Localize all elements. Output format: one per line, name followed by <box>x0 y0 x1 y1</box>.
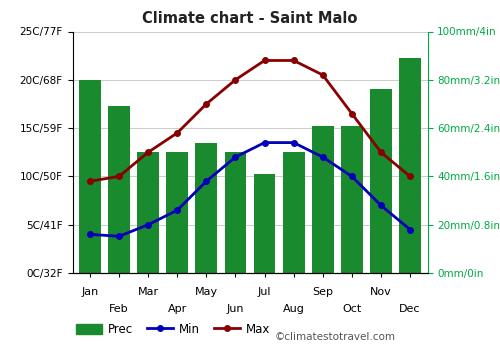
Text: Sep: Sep <box>312 287 333 298</box>
Bar <box>196 142 218 273</box>
Bar <box>312 126 334 273</box>
Text: Feb: Feb <box>109 304 129 314</box>
Text: Jun: Jun <box>226 304 244 314</box>
Bar <box>137 152 159 273</box>
Bar <box>166 152 188 273</box>
Text: Dec: Dec <box>400 304 421 314</box>
Text: Apr: Apr <box>168 304 187 314</box>
Text: Nov: Nov <box>370 287 392 298</box>
Text: May: May <box>195 287 218 298</box>
Bar <box>224 152 246 273</box>
Text: Oct: Oct <box>342 304 361 314</box>
Text: Jan: Jan <box>82 287 98 298</box>
Bar <box>399 58 421 273</box>
Legend: Prec, Min, Max: Prec, Min, Max <box>71 318 275 341</box>
Bar <box>108 106 130 273</box>
Text: Jul: Jul <box>258 287 272 298</box>
Bar <box>370 90 392 273</box>
Text: ©climatestotravel.com: ©climatestotravel.com <box>275 332 396 342</box>
Text: Mar: Mar <box>138 287 158 298</box>
Bar <box>254 174 276 273</box>
Bar <box>341 126 363 273</box>
Bar <box>79 80 101 273</box>
Title: Climate chart - Saint Malo: Climate chart - Saint Malo <box>142 11 358 26</box>
Text: Aug: Aug <box>282 304 304 314</box>
Bar <box>282 152 304 273</box>
